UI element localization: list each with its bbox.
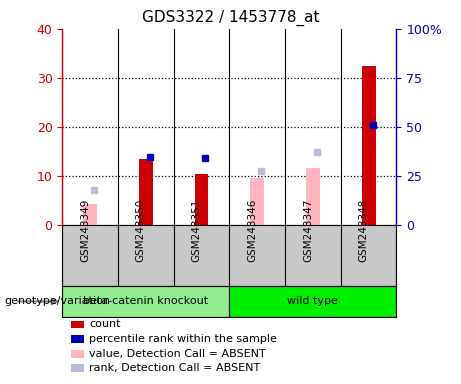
- Bar: [306, 168, 320, 225]
- Text: rank, Detection Call = ABSENT: rank, Detection Call = ABSENT: [89, 363, 260, 373]
- Text: percentile rank within the sample: percentile rank within the sample: [89, 334, 277, 344]
- Bar: [83, 204, 97, 225]
- Text: GSM243351: GSM243351: [191, 199, 201, 263]
- Text: GSM243347: GSM243347: [303, 199, 313, 263]
- Bar: [139, 159, 153, 225]
- Text: GSM243350: GSM243350: [136, 199, 146, 262]
- Text: GSM243348: GSM243348: [359, 199, 369, 263]
- Text: GSM243349: GSM243349: [80, 199, 90, 263]
- Bar: [195, 174, 208, 225]
- Bar: [229, 286, 396, 317]
- Text: GSM243346: GSM243346: [247, 199, 257, 263]
- Text: genotype/variation: genotype/variation: [5, 296, 111, 306]
- Text: wild type: wild type: [288, 296, 338, 306]
- Text: beta-catenin knockout: beta-catenin knockout: [83, 296, 208, 306]
- Bar: [250, 178, 264, 225]
- Bar: [361, 66, 376, 225]
- Text: GDS3322 / 1453778_at: GDS3322 / 1453778_at: [142, 10, 319, 26]
- Text: count: count: [89, 319, 120, 329]
- Text: value, Detection Call = ABSENT: value, Detection Call = ABSENT: [89, 349, 266, 359]
- Bar: [62, 286, 229, 317]
